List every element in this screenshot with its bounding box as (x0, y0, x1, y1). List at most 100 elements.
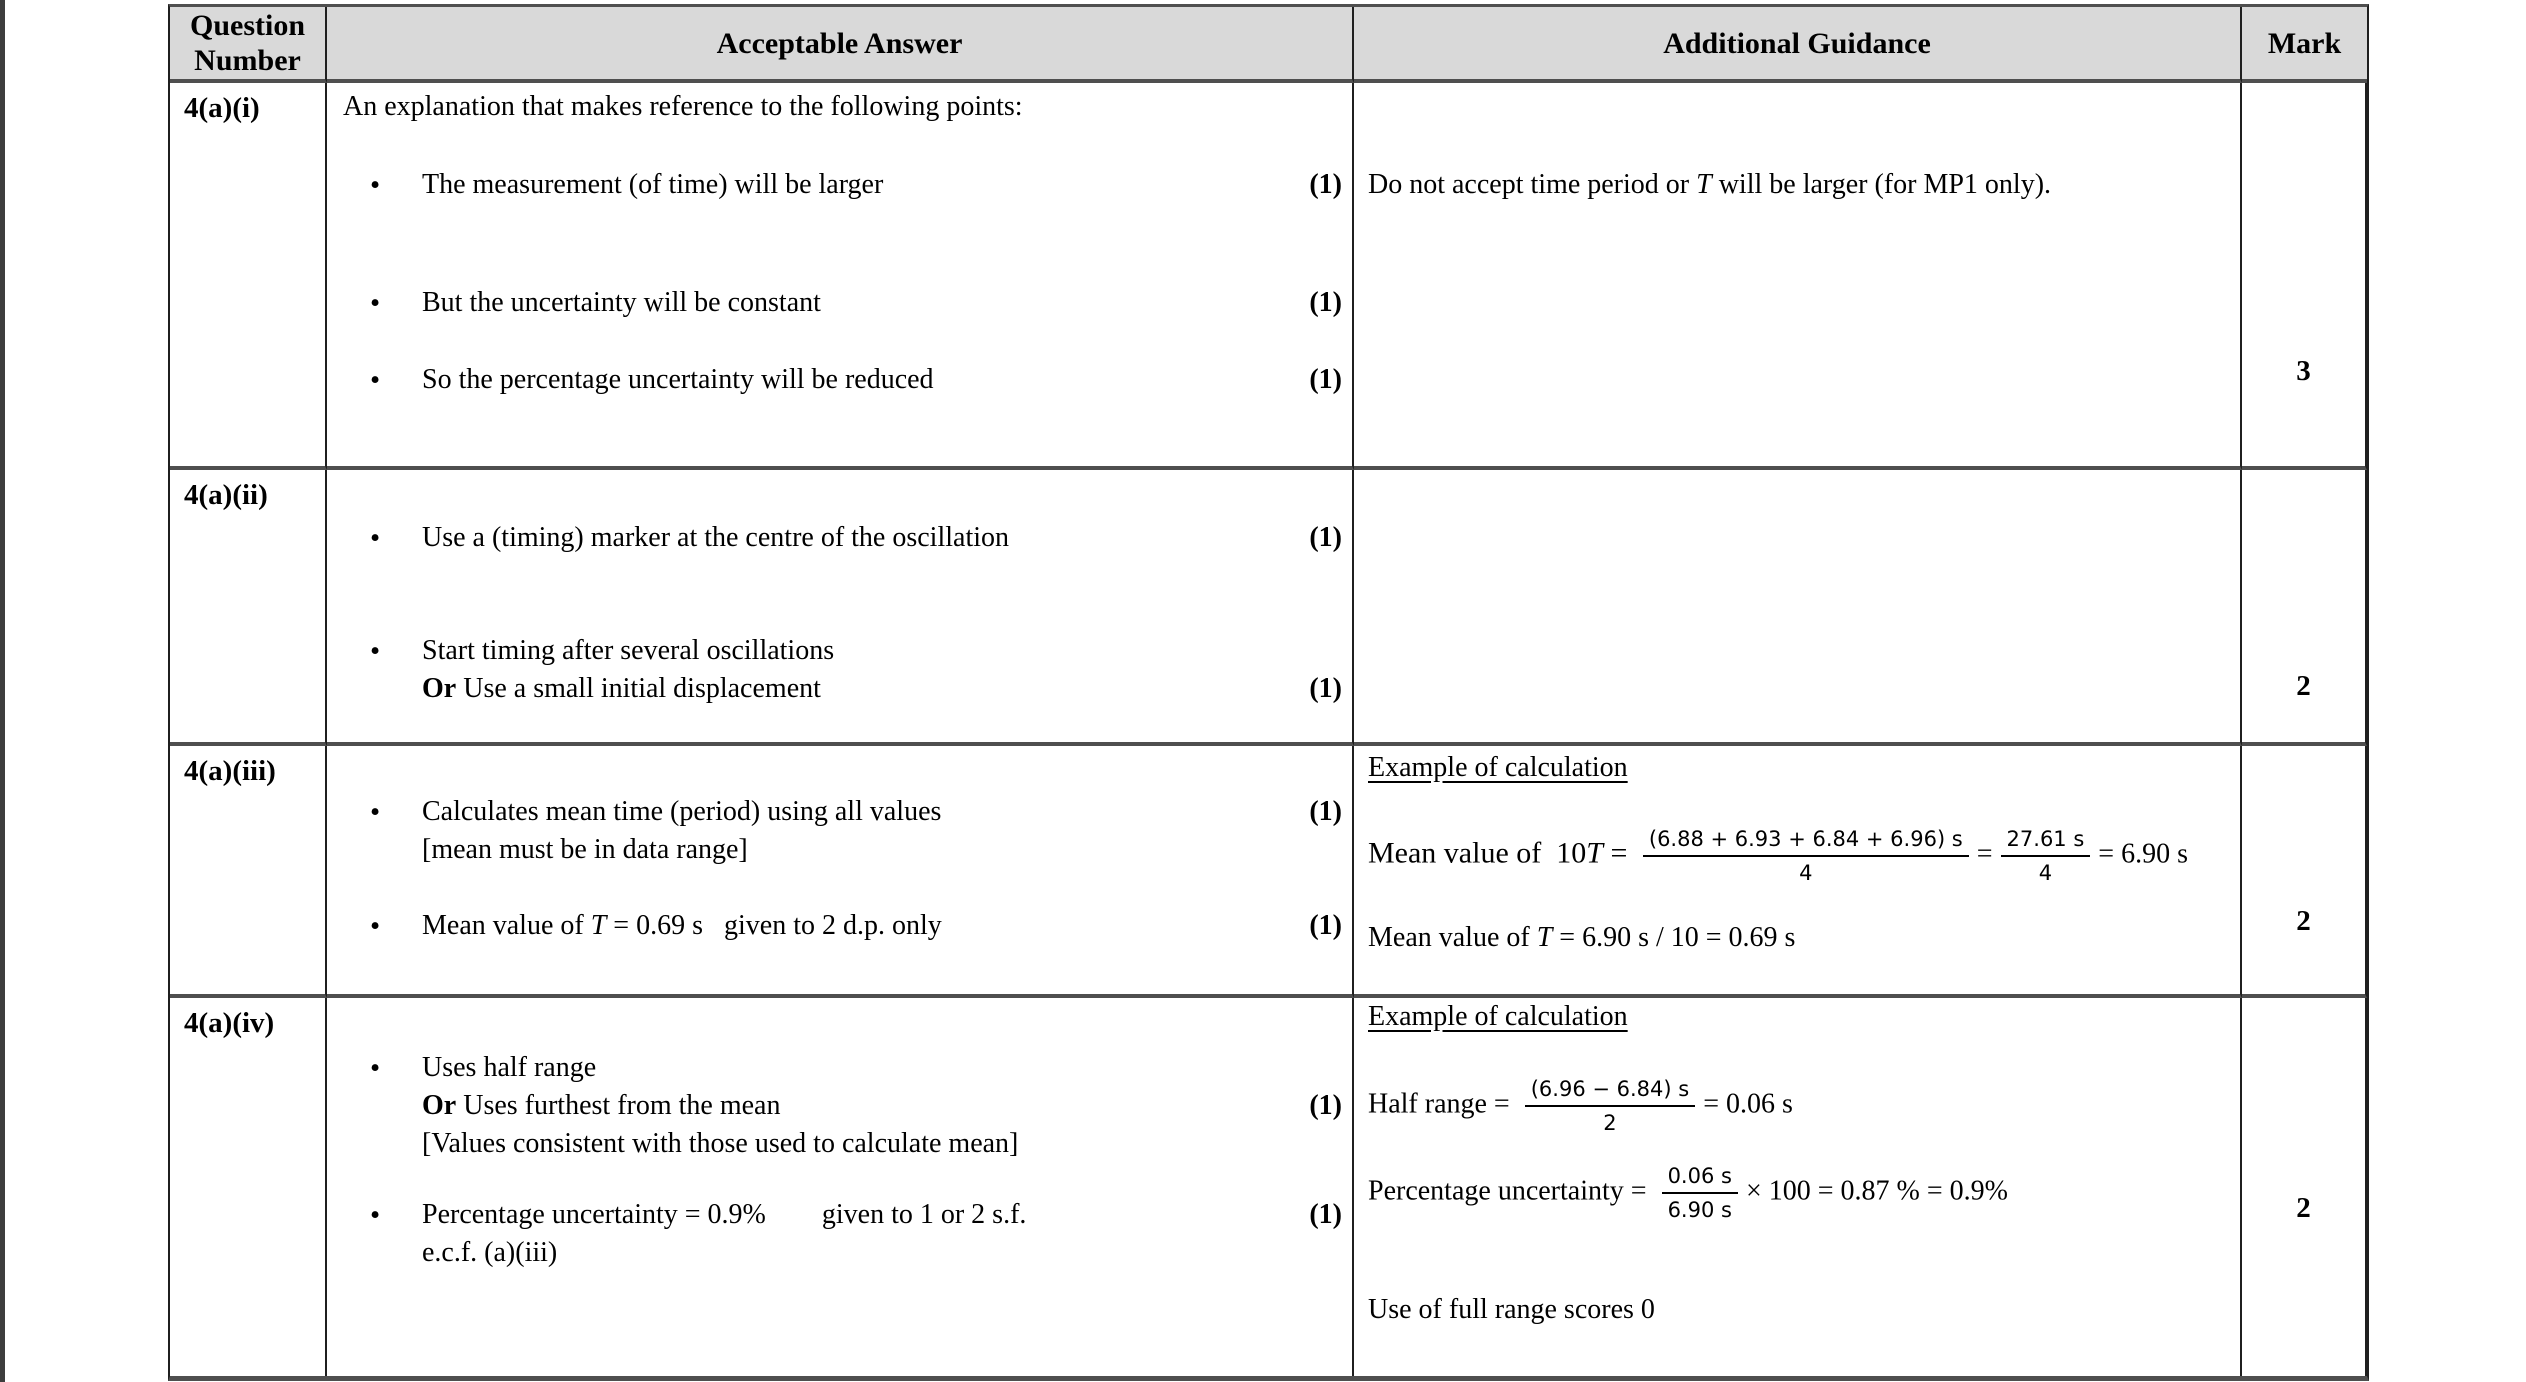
bullet-line-text: Use a small initial displacement (456, 673, 821, 704)
guidance-note: Do not accept time period or T will be l… (1368, 166, 2224, 204)
bullet-text: Percentage uncertainty = 0.9% given to 1… (422, 1196, 1270, 1272)
formula-label: Half range = (1368, 1088, 1517, 1120)
header-cell-acceptable-answer: Acceptable Answer (327, 7, 1354, 83)
bullet-line-text: Percentage uncertainty = 0.9% given to 1… (422, 1199, 1027, 1230)
question-number-label: 4(a)(i) (184, 92, 260, 124)
bullet-line: Start timing after several oscillations (422, 632, 1270, 670)
fraction-denominator: 2 (1603, 1111, 1617, 1135)
page-edge-line (0, 0, 5, 1382)
guidance-text: = 6.90 s / 10 = 0.69 s (1552, 922, 1796, 953)
bullet-line: But the uncertainty will be constant (422, 287, 821, 318)
fraction-numerator: (6.96 − 6.84) s (1524, 1076, 1696, 1107)
fraction: 0.06 s 6.90 s (1661, 1163, 1738, 1223)
mark-value: 2 (2296, 1192, 2311, 1224)
guidance-text: Do not accept time period or (1368, 169, 1697, 200)
bullet-line-text: = 0.69 s given to 2 d.p. only (606, 910, 942, 941)
mark-value: 2 (2296, 905, 2311, 937)
header-acceptable-answer-label: Acceptable Answer (716, 26, 963, 60)
point-value: (1) (1309, 287, 1342, 318)
header-cell-mark: Mark (2242, 7, 2367, 83)
formula-equals: = (1602, 836, 1635, 870)
bullet-line: Calculates mean time (period) using all … (422, 793, 1270, 831)
guidance-cell-4ai: Do not accept time period or T will be l… (1354, 83, 2242, 470)
bullet-text: Uses half range Or Uses furthest from the… (422, 1049, 1270, 1163)
bullet-line: e.c.f. (a)(iii) (422, 1234, 1270, 1272)
bullet-item: • So the percentage uncertainty will be … (327, 361, 1352, 399)
or-keyword: Or (422, 1090, 457, 1121)
bullet-line: So the percentage uncertainty will be re… (422, 364, 934, 395)
point-value: (1) (1309, 364, 1342, 395)
answer-intro: An explanation that makes reference to t… (343, 91, 1023, 122)
bullet-icon: • (370, 169, 381, 201)
point-value: (1) (1309, 796, 1342, 827)
fraction-denominator: 4 (1799, 861, 1813, 885)
bullet-text: Start timing after several oscillations O… (422, 632, 1270, 708)
bullet-line: Uses half range (422, 1049, 1270, 1087)
answer-cell-4aii: • Use a (timing) marker at the centre of… (327, 470, 1354, 746)
bullet-item: • The measurement (of time) will be larg… (327, 166, 1352, 204)
mark-cell-4aiii: 2 (2242, 746, 2367, 998)
bullet-icon: • (370, 287, 381, 319)
header-additional-guidance-label: Additional Guidance (1663, 26, 1931, 60)
bullet-item: • But the uncertainty will be constant (… (327, 284, 1352, 322)
header-question-number-label: Question Number (189, 9, 306, 77)
bullet-line-text: Mean value of (422, 910, 591, 941)
mark-cell-4ai: 3 (2242, 83, 2367, 470)
point-value: (1) (1309, 1090, 1342, 1121)
bullet-text: So the percentage uncertainty will be re… (422, 361, 1270, 399)
question-number-label: 4(a)(iii) (184, 755, 276, 787)
guidance-text: will be larger (for MP1 only). (1711, 169, 2052, 200)
fraction-denominator: 6.90 s (1667, 1198, 1732, 1222)
bullet-icon: • (370, 796, 381, 828)
bullet-item: • Uses half range Or Uses furthest from t… (327, 1049, 1352, 1163)
bullet-icon: • (370, 635, 381, 667)
bullet-icon: • (370, 364, 381, 396)
bullet-text: Mean value of T = 0.69 s given to 2 d.p.… (422, 907, 1270, 945)
question-number-label: 4(a)(iv) (184, 1007, 275, 1039)
bullet-line: [Values consistent with those used to ca… (422, 1125, 1270, 1163)
mark-scheme-table: Question Number Acceptable Answer Additi… (168, 4, 2369, 1381)
fraction: 27.61 s 4 (2000, 826, 2091, 886)
fraction-numerator: 0.06 s (1661, 1163, 1738, 1194)
fraction-numerator: 27.61 s (2000, 826, 2091, 857)
answer-cell-4aiii: • Calculates mean time (period) using al… (327, 746, 1354, 998)
guidance-cell-4aiv: Example of calculation Half range = (6.9… (1354, 998, 2242, 1376)
guidance-cell-4aiii: Example of calculation Mean value of 10T… (1354, 746, 2242, 998)
bullet-line: Or Uses furthest from the mean (422, 1087, 1270, 1125)
bullet-line-text: Calculates mean time (period) using all … (422, 796, 942, 827)
calculation-formula: Percentage uncertainty = 0.06 s 6.90 s × 1… (1368, 1163, 2224, 1223)
formula-result: × 100 = 0.87 % = 0.9% (1745, 1175, 2008, 1207)
fraction: (6.96 − 6.84) s 2 (1524, 1076, 1696, 1136)
bullet-text: Use a (timing) marker at the centre of t… (422, 519, 1270, 557)
bullet-text: But the uncertainty will be constant (422, 284, 1270, 322)
calculation-formula: Half range = (6.96 − 6.84) s 2 = 0.06 s (1368, 1076, 2224, 1136)
point-value: (1) (1309, 1199, 1342, 1230)
question-cell-4aii: 4(a)(ii) (170, 470, 327, 746)
bullet-line-text: Uses half range (422, 1052, 597, 1083)
answer-cell-4ai: An explanation that makes reference to t… (327, 83, 1354, 470)
mark-cell-4aiv: 2 (2242, 998, 2367, 1376)
guidance-text: Mean value of (1368, 922, 1537, 953)
bullet-line-text: [Values consistent with those used to ca… (422, 1128, 1019, 1159)
bullet-item: • Mean value of T = 0.69 s given to 2 d.… (327, 907, 1352, 945)
guidance-heading: Example of calculation (1368, 1001, 1628, 1032)
bullet-item: • Start timing after several oscillation… (327, 632, 1352, 708)
italic-variable: T (590, 910, 607, 941)
bullet-line: Use a (timing) marker at the centre of t… (422, 522, 1010, 553)
bullet-line: [mean must be in data range] (422, 831, 1270, 869)
bullet-line-text: Uses furthest from the mean (456, 1090, 781, 1121)
point-value: (1) (1309, 673, 1342, 704)
italic-variable: T (1696, 169, 1712, 200)
mark-cell-4aii: 2 (2242, 470, 2367, 746)
header-mark-label: Mark (2267, 26, 2342, 60)
fraction-denominator: 4 (2038, 861, 2053, 885)
formula-label: Percentage uncertainty = (1368, 1175, 1654, 1207)
bullet-item: • Percentage uncertainty = 0.9% given to… (327, 1196, 1352, 1272)
italic-variable: T (1586, 836, 1603, 870)
fraction-numerator: (6.88 + 6.93 + 6.84 + 6.96) s (1642, 826, 1969, 857)
guidance-note: Use of full range scores 0 (1368, 1294, 1655, 1325)
bullet-icon: • (370, 1052, 381, 1084)
bullet-line: Percentage uncertainty = 0.9% given to 1… (422, 1196, 1270, 1234)
italic-variable: T (1536, 922, 1553, 953)
